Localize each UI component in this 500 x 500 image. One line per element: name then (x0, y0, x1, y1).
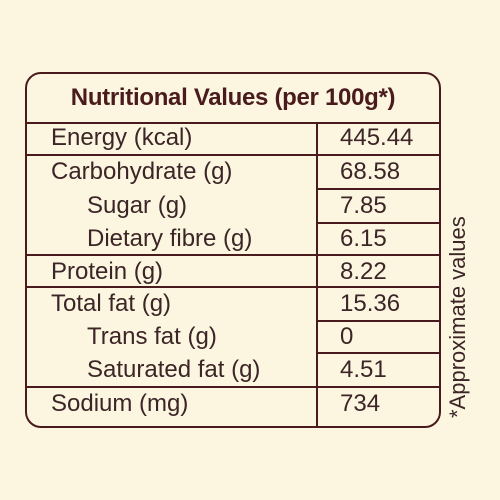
row-label-energy: Energy (kcal) (51, 124, 193, 151)
table-title: Nutritional Values (per 100g*) (70, 84, 396, 111)
row-divider (27, 386, 439, 388)
row-divider (27, 122, 439, 124)
row-divider (316, 320, 439, 322)
row-label-carbohydrate: Carbohydrate (g) (51, 158, 233, 185)
row-divider (316, 222, 439, 224)
row-label-sodium: Sodium (mg) (51, 390, 189, 417)
column-divider (316, 122, 318, 426)
row-value-saturated-fat: 4.51 (340, 356, 387, 383)
row-value-total-fat: 15.36 (340, 290, 401, 317)
row-value-carbohydrate: 68.58 (340, 158, 401, 185)
row-divider (27, 254, 439, 256)
row-divider (316, 352, 439, 354)
row-value-dietary-fibre: 6.15 (340, 225, 387, 252)
footnote: *Approximate values (445, 200, 475, 420)
row-divider (316, 188, 439, 190)
row-divider (27, 286, 439, 288)
row-value-sodium: 734 (340, 390, 381, 417)
table-body: Energy (kcal) 445.44 Carbohydrate (g) 68… (27, 122, 439, 426)
row-divider (27, 154, 439, 156)
row-value-energy: 445.44 (340, 124, 414, 151)
row-label-sugar: Sugar (g) (87, 192, 188, 219)
row-value-trans-fat: 0 (340, 323, 354, 350)
nutrition-table: Nutritional Values (per 100g*) Energy (k… (25, 72, 441, 428)
row-label-dietary-fibre: Dietary fibre (g) (87, 225, 253, 252)
footnote-text: *Approximate values (445, 216, 470, 418)
row-label-trans-fat: Trans fat (g) (87, 323, 217, 350)
row-label-total-fat: Total fat (g) (51, 290, 172, 317)
row-label-saturated-fat: Saturated fat (g) (87, 356, 261, 383)
row-label-protein: Protein (g) (51, 258, 164, 285)
row-value-protein: 8.22 (340, 258, 387, 285)
row-value-sugar: 7.85 (340, 192, 387, 219)
